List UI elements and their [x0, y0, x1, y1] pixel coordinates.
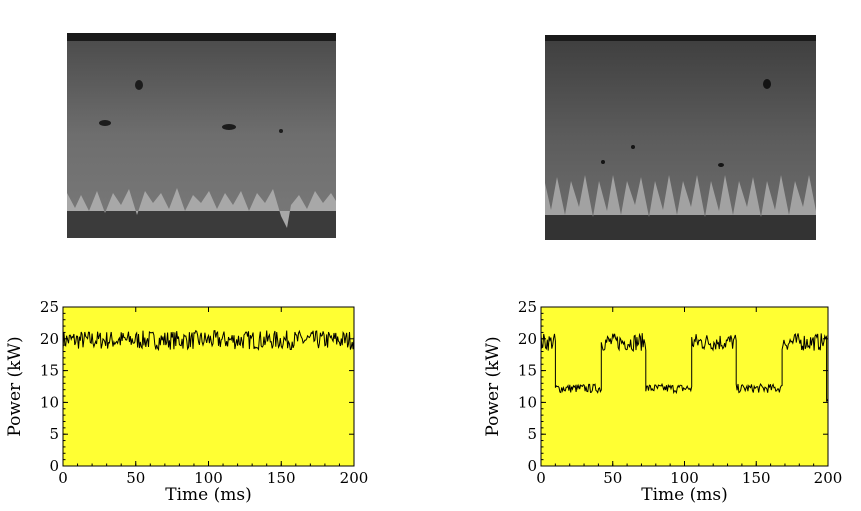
x-tick-label: 200 [814, 469, 843, 487]
x-tick-label: 50 [126, 469, 145, 487]
y-tick-label: 25 [40, 298, 59, 316]
x-tick-label: 50 [603, 469, 622, 487]
y-tick-label: 5 [527, 425, 537, 443]
x-axis-label: Time (ms) [641, 485, 727, 505]
weld-photo-left [67, 33, 336, 238]
y-tick-label: 10 [40, 393, 59, 411]
x-tick-label: 150 [267, 469, 296, 487]
y-tick-label: 0 [49, 457, 59, 475]
y-axis-label: Power (kW) [483, 336, 503, 436]
y-axis-label: Power (kW) [5, 336, 25, 436]
x-axis-label: Time (ms) [165, 485, 251, 505]
y-tick-label: 15 [40, 362, 59, 380]
x-tick-label: 100 [194, 469, 223, 487]
plot-area [63, 307, 354, 466]
power-series-line [540, 332, 829, 402]
chart-1: 0 50 100 150 200 0 5 10 15 20 25 Time (ms) Power (kW… [483, 298, 842, 505]
weld-photo-right [545, 35, 816, 240]
y-tick-label: 0 [527, 457, 537, 475]
x-tick-label: 200 [340, 469, 369, 487]
y-tick-label: 25 [518, 298, 537, 316]
y-tick-label: 15 [518, 362, 537, 380]
y-tick-label: 20 [40, 330, 59, 348]
power-series-line [62, 329, 355, 352]
chart-0: 0 50 100 150 200 0 5 10 15 20 25 Time (ms) Power (kW… [5, 298, 368, 505]
x-tick-label: 0 [58, 469, 68, 487]
x-tick-label: 100 [670, 469, 699, 487]
x-tick-label: 0 [536, 469, 546, 487]
x-tick-label: 150 [742, 469, 771, 487]
y-tick-label: 5 [49, 425, 59, 443]
y-tick-label: 20 [518, 330, 537, 348]
y-tick-label: 10 [518, 393, 537, 411]
